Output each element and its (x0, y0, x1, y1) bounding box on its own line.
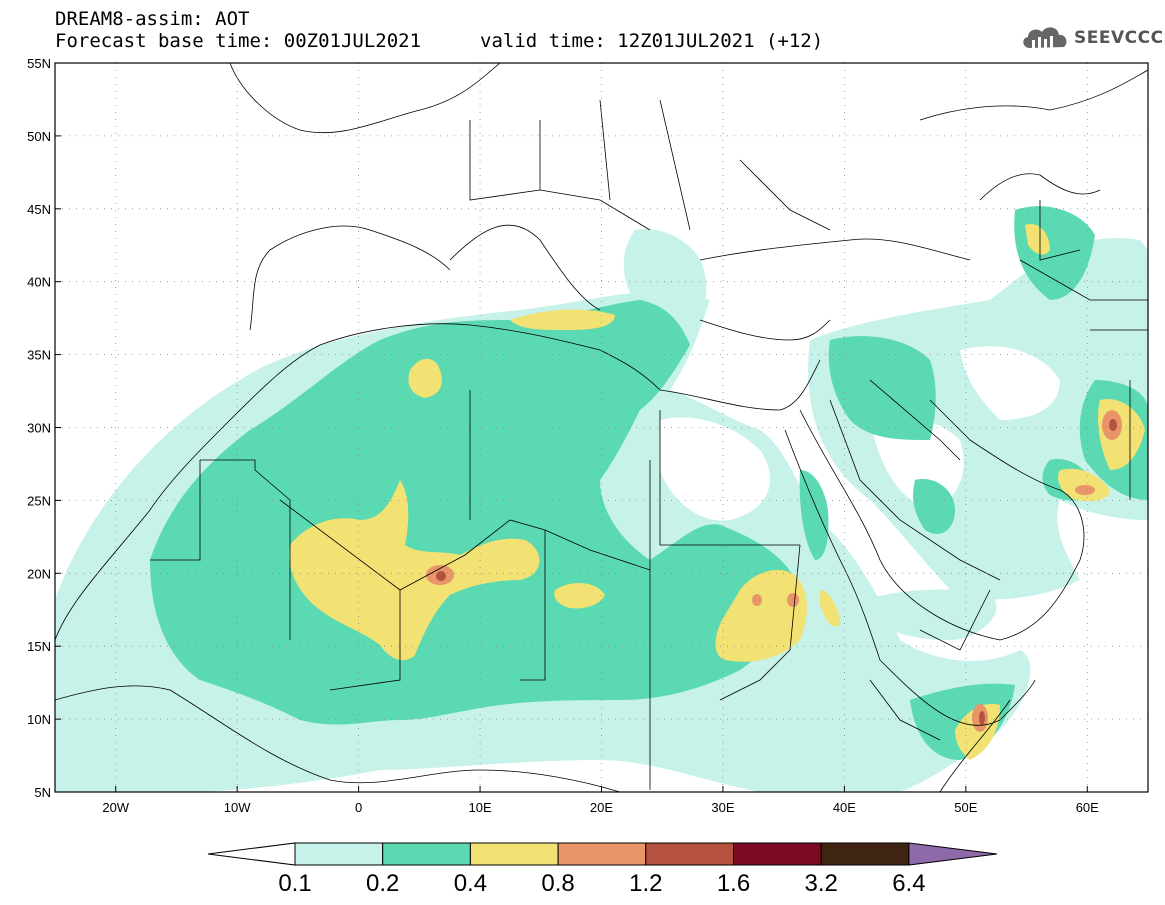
colorbar-low-arrow (207, 842, 296, 866)
map-frame (54, 62, 1149, 793)
colorbar-segment (733, 842, 822, 866)
lat-tick-label: 30N (27, 421, 51, 436)
lat-tick-label: 55N (27, 56, 51, 71)
colorbar-label: 1.2 (629, 870, 663, 897)
lon-tick-label: 20E (590, 800, 613, 815)
lon-tick-label: 0 (355, 800, 362, 815)
logo-text: SEEVCCC (1074, 28, 1164, 48)
lat-tick-label: 50N (27, 129, 51, 144)
lat-tick-label: 40N (27, 275, 51, 290)
lon-tick-label: 10W (224, 800, 251, 815)
lat-tick-label: 25N (27, 493, 51, 508)
colorbar-segment (557, 842, 647, 866)
colorbar-label: 6.4 (892, 870, 926, 897)
colorbar-segment (294, 842, 384, 866)
lat-tick-label: 10N (27, 712, 51, 727)
colorbar-high-arrow (908, 842, 997, 866)
country-borders (150, 99, 1148, 790)
colorbar-label: 0.2 (366, 870, 400, 897)
colorbar-segment (469, 842, 559, 866)
colorbar (207, 842, 997, 866)
lon-tick-label: 60E (1076, 800, 1099, 815)
colorbar-label: 0.1 (278, 870, 312, 897)
colorbar-label: 3.2 (804, 870, 838, 897)
colorbar-segment (820, 842, 910, 866)
colorbar-segment (645, 842, 734, 866)
lat-tick-label: 35N (27, 348, 51, 363)
lon-tick-label: 10E (468, 800, 491, 815)
seevccc-logo: SEEVCCC (1018, 22, 1163, 56)
lat-tick-label: 45N (27, 202, 51, 217)
lat-tick-label: 15N (27, 639, 51, 654)
lon-tick-label: 20W (102, 800, 129, 815)
forecast-base-time: Forecast base time: 00Z01JUL2021 (55, 30, 422, 52)
lon-tick-label: 30E (711, 800, 734, 815)
coastlines (55, 63, 1148, 792)
lat-tick-label: 5N (34, 785, 51, 800)
map-title: DREAM8-assim: AOT (55, 8, 250, 30)
colorbar-label: 1.6 (716, 870, 751, 897)
lon-tick-label: 40E (833, 800, 856, 815)
lon-tick-label: 50E (954, 800, 977, 815)
latitude-labels: 55N 50N 45N 40N 35N 30N 25N 20N 15N 10N 5N (27, 56, 51, 800)
longitude-labels: 20W 10W 0 10E 20E 30E 40E 50E 60E (102, 800, 1099, 815)
cloud-icon (1023, 27, 1067, 48)
lat-tick-label: 20N (27, 566, 51, 581)
colorbar-label: 0.8 (541, 870, 575, 897)
colorbar-label: 0.4 (453, 870, 488, 897)
aot-contour-1.2 (436, 419, 1117, 725)
aot-contour-0.4 (289, 224, 1145, 760)
aot-field (55, 206, 1148, 792)
graticule (55, 62, 1148, 793)
colorbar-segment (382, 842, 471, 866)
valid-time: valid time: 12Z01JUL2021 (+12) (480, 30, 824, 52)
